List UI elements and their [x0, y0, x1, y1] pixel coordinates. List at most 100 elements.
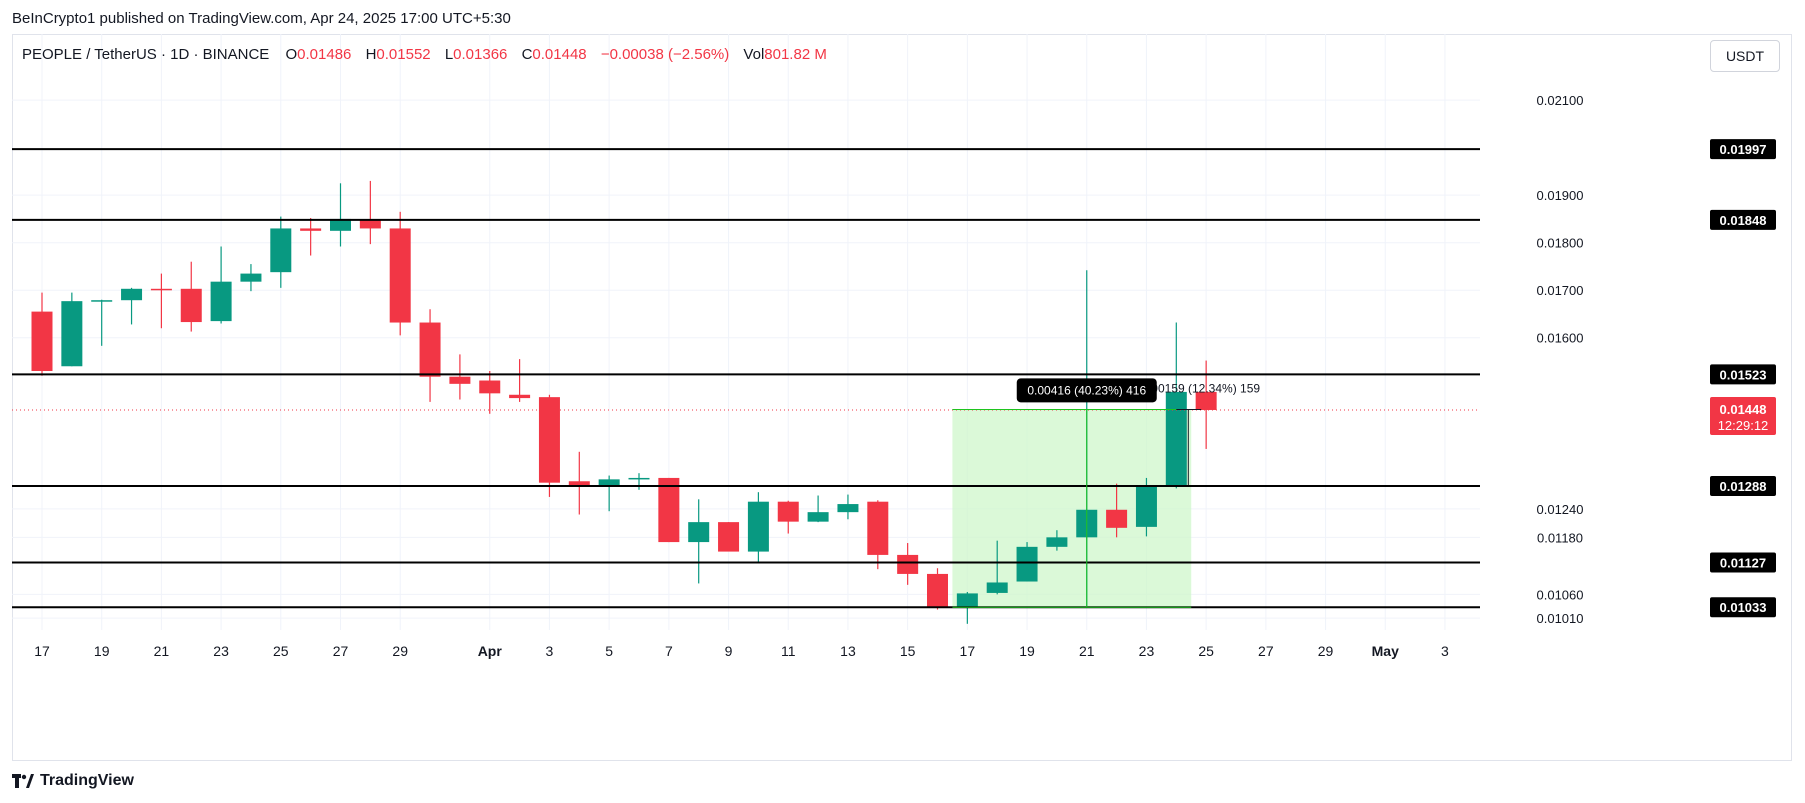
candle-body	[449, 376, 471, 384]
candle-body	[867, 501, 889, 555]
x-tick-label: 25	[1198, 643, 1214, 659]
x-tick-label: 21	[1079, 643, 1095, 659]
x-tick-label: 23	[213, 643, 229, 659]
candle-body	[270, 228, 292, 273]
candle-body	[210, 281, 232, 322]
levels-layer	[12, 148, 1480, 609]
x-tick-label: 19	[94, 643, 110, 659]
level-price-label: 0.01848	[1720, 213, 1767, 228]
last-price-badge	[1710, 396, 1776, 435]
y-tick-label: 0.01800	[1537, 236, 1584, 251]
candle-body	[479, 380, 501, 394]
y-axis[interactable]: 0.02100 0.01900 0.01800 0.01700 0.01600 0.012…	[1537, 93, 1777, 626]
level-price-label: 0.01997	[1720, 142, 1767, 157]
symbol-label: PEOPLE / TetherUS · 1D · BINANCE	[22, 46, 270, 63]
x-tick-label: 23	[1139, 643, 1155, 659]
x-tick-label: 29	[1318, 643, 1334, 659]
close-label: C	[521, 46, 533, 63]
publisher-caption: BeInCrypto1 published on TradingView.com…	[12, 10, 511, 27]
y-tick-label: 0.01240	[1537, 502, 1584, 517]
high-value: 0.01552	[376, 46, 431, 63]
low-value: 0.01366	[453, 46, 508, 63]
candle-body	[1165, 391, 1187, 486]
candle-body	[658, 477, 680, 543]
candle-body	[1046, 537, 1068, 547]
x-tick-label: May	[1372, 643, 1399, 659]
level-price-label: 0.01288	[1720, 479, 1767, 494]
brand-name: TradingView	[40, 772, 134, 789]
x-tick-label: 29	[392, 643, 408, 659]
level-price-badge	[1710, 209, 1776, 230]
candles-layer	[31, 180, 1217, 624]
y-tick-label: 0.01180	[1537, 530, 1583, 545]
candle-body	[568, 481, 590, 487]
candle-body	[747, 501, 769, 552]
x-tick-label: 17	[34, 643, 50, 659]
x-tick-label: 5	[605, 643, 613, 659]
level-price-label: 0.01523	[1720, 367, 1767, 382]
low-label: L	[444, 46, 454, 63]
candle-body	[240, 273, 262, 282]
x-tick-label: 13	[840, 643, 856, 659]
y-tick-label: 0.01900	[1537, 188, 1584, 203]
candle-body	[180, 288, 202, 323]
candle-body	[330, 218, 351, 231]
grid	[12, 34, 1480, 630]
x-tick-label: 11	[781, 643, 796, 659]
candle-body	[509, 394, 531, 399]
candle-body	[718, 522, 740, 552]
measure-label-secondary: 0.00159 (12.34%) 159	[1141, 381, 1260, 395]
ohlc-legend: PEOPLE / TetherUS · 1D · BINANCE O0.0148…	[22, 46, 837, 63]
y-tick-label: 0.01060	[1537, 587, 1584, 602]
currency-button[interactable]: USDT	[1710, 40, 1780, 72]
open-label: O	[285, 46, 298, 63]
open-value: 0.01486	[297, 46, 352, 63]
x-tick-label: 17	[960, 643, 976, 659]
level-price-label: 0.01127	[1720, 556, 1766, 571]
close-value: 0.01448	[532, 46, 587, 63]
candle-body	[1195, 391, 1217, 410]
level-price-badge	[1710, 139, 1776, 160]
candle-body	[688, 522, 710, 543]
candle-body	[419, 322, 441, 377]
measure-label-primary: 0.00416 (40.23%) 416	[1027, 383, 1146, 397]
last-price-label: 0.01448	[1720, 402, 1767, 417]
candle-body	[777, 501, 799, 522]
high-label: H	[365, 46, 377, 63]
y-tick-label: 0.02100	[1537, 93, 1584, 108]
candle-body	[1135, 486, 1157, 527]
x-tick-label: 9	[725, 643, 733, 659]
level-price-badge	[1710, 597, 1776, 618]
candle-body	[807, 512, 829, 522]
candle-body	[628, 477, 650, 480]
candle-body	[538, 397, 560, 483]
volume-value: 801.82 M	[764, 46, 827, 63]
candle-body	[300, 228, 322, 231]
candle-body	[121, 288, 143, 301]
level-price-badge	[1710, 364, 1776, 385]
countdown-label: 12:29:12	[1718, 418, 1769, 433]
footer-brand[interactable]: TradingView	[12, 772, 134, 790]
x-tick-label: 3	[1441, 643, 1449, 659]
x-tick-label: 3	[546, 643, 554, 659]
candle-body	[91, 300, 113, 302]
x-axis[interactable]: 17 19 21 23 25 27 29 Apr 3 5 7 9 11 13 15 17 19 21 23 25 27 2…	[34, 643, 1449, 659]
x-tick-label: 25	[273, 643, 289, 659]
y-tick-label: 0.01010	[1537, 611, 1584, 626]
candle-body	[1106, 509, 1128, 528]
y-tick-label: 0.01600	[1537, 331, 1584, 346]
measure-label-box	[1016, 378, 1157, 403]
candle-body	[359, 219, 381, 229]
x-tick-label: 21	[154, 643, 170, 659]
x-tick-label: 19	[1019, 643, 1035, 659]
x-tick-label: 27	[333, 643, 349, 659]
candle-body	[927, 573, 948, 608]
candle-body	[150, 288, 172, 291]
candle-body	[897, 554, 919, 574]
x-tick-label: 15	[900, 643, 916, 659]
x-tick-label: 27	[1258, 643, 1274, 659]
candle-body	[598, 479, 620, 487]
level-price-badge	[1710, 552, 1776, 573]
